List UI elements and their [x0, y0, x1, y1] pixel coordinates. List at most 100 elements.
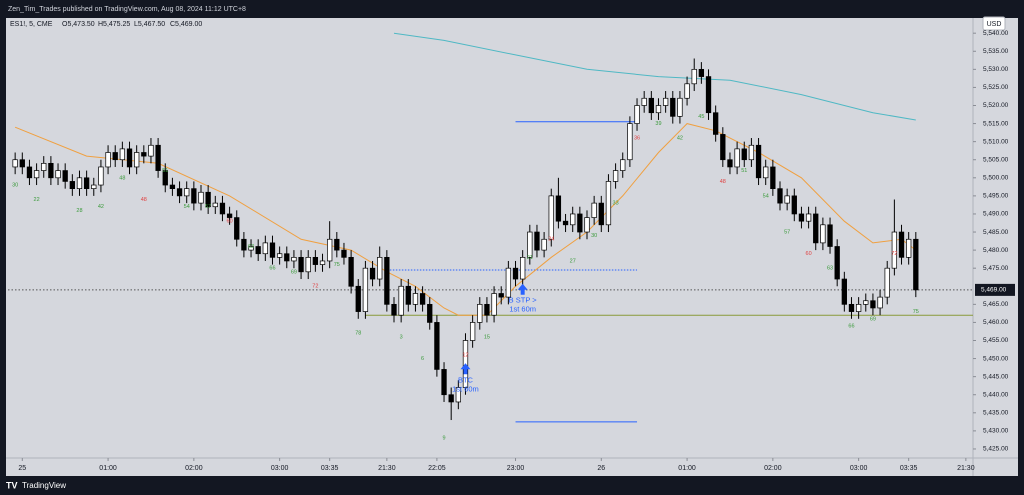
candle-body — [534, 231, 540, 251]
y-tick-label: 5,530.00 — [983, 66, 1009, 73]
bar-count: 78 — [355, 331, 361, 337]
bar-count: 66 — [848, 323, 854, 329]
candle-body — [755, 144, 762, 179]
candle-body — [491, 293, 497, 316]
candle-body — [477, 303, 483, 323]
bar-count: 72 — [891, 251, 897, 257]
bar-count: 33 — [613, 201, 619, 207]
y-tick-label: 5,495.00 — [983, 193, 1009, 200]
x-tick-label: 03:35 — [321, 465, 339, 472]
candle-body — [841, 278, 847, 305]
bar-count: 30 — [591, 233, 597, 239]
candle-body — [341, 249, 347, 258]
x-tick-label: 22:05 — [428, 465, 446, 472]
candle-body — [419, 293, 426, 305]
candle-body — [12, 159, 18, 168]
bar-count: 24 — [548, 237, 554, 243]
annotation-text: BTC — [458, 375, 474, 384]
candle-body — [405, 285, 411, 305]
last-price-label: 5,469.00 — [981, 287, 1007, 294]
bar-count: 60 — [227, 219, 233, 225]
candle-body — [734, 148, 740, 168]
annotation-text: 1st 60m — [452, 384, 479, 393]
candle-body — [820, 224, 826, 244]
candle-body — [126, 148, 133, 168]
candle-body — [813, 213, 819, 244]
candle-body — [298, 256, 304, 273]
header: Zen_Tim_Trades published on TradingView.… — [8, 6, 246, 13]
candle-body — [469, 322, 476, 341]
candle-body — [141, 152, 147, 157]
bar-count: 9 — [443, 436, 446, 442]
bar-count: 60 — [806, 251, 812, 257]
ohlc-label: O5,473.50 — [62, 21, 95, 28]
annotation-text: B STP > — [509, 296, 538, 305]
candle-body — [55, 170, 61, 179]
moving-average — [393, 32, 916, 121]
x-tick-label: 23:00 — [507, 465, 525, 472]
candle-body — [548, 195, 554, 240]
y-tick-label: 5,510.00 — [983, 138, 1009, 145]
candle-body — [198, 191, 204, 204]
bar-count: 28 — [76, 208, 82, 214]
bar-count: 12 — [462, 352, 468, 358]
candle-body — [684, 83, 690, 99]
chart-background — [6, 18, 1018, 476]
bar-count: 57 — [205, 204, 211, 210]
y-tick-label: 5,450.00 — [983, 355, 1009, 362]
candle-body — [791, 195, 797, 215]
currency-box — [982, 16, 1006, 31]
candle-body — [262, 242, 268, 255]
candle-body — [455, 387, 461, 403]
candle-body — [33, 170, 40, 179]
bar-count: 63 — [827, 266, 833, 272]
y-tick-label: 5,425.00 — [983, 446, 1009, 453]
y-tick-label: 5,480.00 — [983, 247, 1009, 254]
candle-body — [691, 68, 697, 85]
candle-body — [434, 322, 440, 370]
candle-body — [512, 267, 519, 280]
y-tick-label: 5,520.00 — [983, 102, 1009, 109]
bar-count: 54 — [763, 193, 769, 199]
bar-count: 63 — [248, 244, 254, 250]
candle-body — [369, 267, 376, 280]
candle-body — [884, 267, 890, 298]
y-tick-label: 5,540.00 — [983, 30, 1009, 37]
candle-body — [784, 195, 790, 204]
candle-body — [763, 166, 769, 179]
currency: USD — [987, 21, 1002, 28]
candle-body — [570, 213, 576, 226]
bar-count: 27 — [570, 258, 576, 264]
candle-body — [855, 303, 862, 312]
y-tick-label: 5,500.00 — [983, 175, 1009, 182]
x-tick-label: 02:00 — [764, 465, 782, 472]
bar-count: 3 — [400, 334, 403, 340]
candle-body — [577, 213, 583, 233]
candle-body — [427, 303, 433, 323]
last-price-tag — [975, 283, 1015, 296]
candle-body — [805, 213, 812, 222]
candle-body — [827, 224, 833, 247]
x-tick-label: 03:00 — [850, 465, 868, 472]
candle-body — [698, 68, 705, 77]
candle-body — [234, 217, 240, 240]
candle-body — [906, 238, 912, 258]
candle-body — [98, 166, 104, 186]
annotation-arrow — [460, 363, 471, 375]
candle-body — [848, 303, 855, 312]
bar-count: 66 — [269, 266, 275, 272]
bar-count: 39 — [655, 121, 661, 127]
candle-body — [291, 256, 297, 262]
candle-body — [176, 188, 183, 197]
candle-body — [870, 300, 876, 309]
candle-body — [834, 246, 840, 280]
symbol: ES1!, 5, CME — [10, 21, 53, 28]
candle-body — [76, 177, 83, 189]
logo: TV — [6, 480, 18, 490]
candle-body — [748, 144, 755, 161]
candle-body — [648, 97, 654, 114]
candle-body — [312, 256, 319, 265]
bar-count: 36 — [634, 135, 640, 141]
candle-body — [184, 188, 190, 197]
bar-count: 21 — [527, 255, 533, 261]
